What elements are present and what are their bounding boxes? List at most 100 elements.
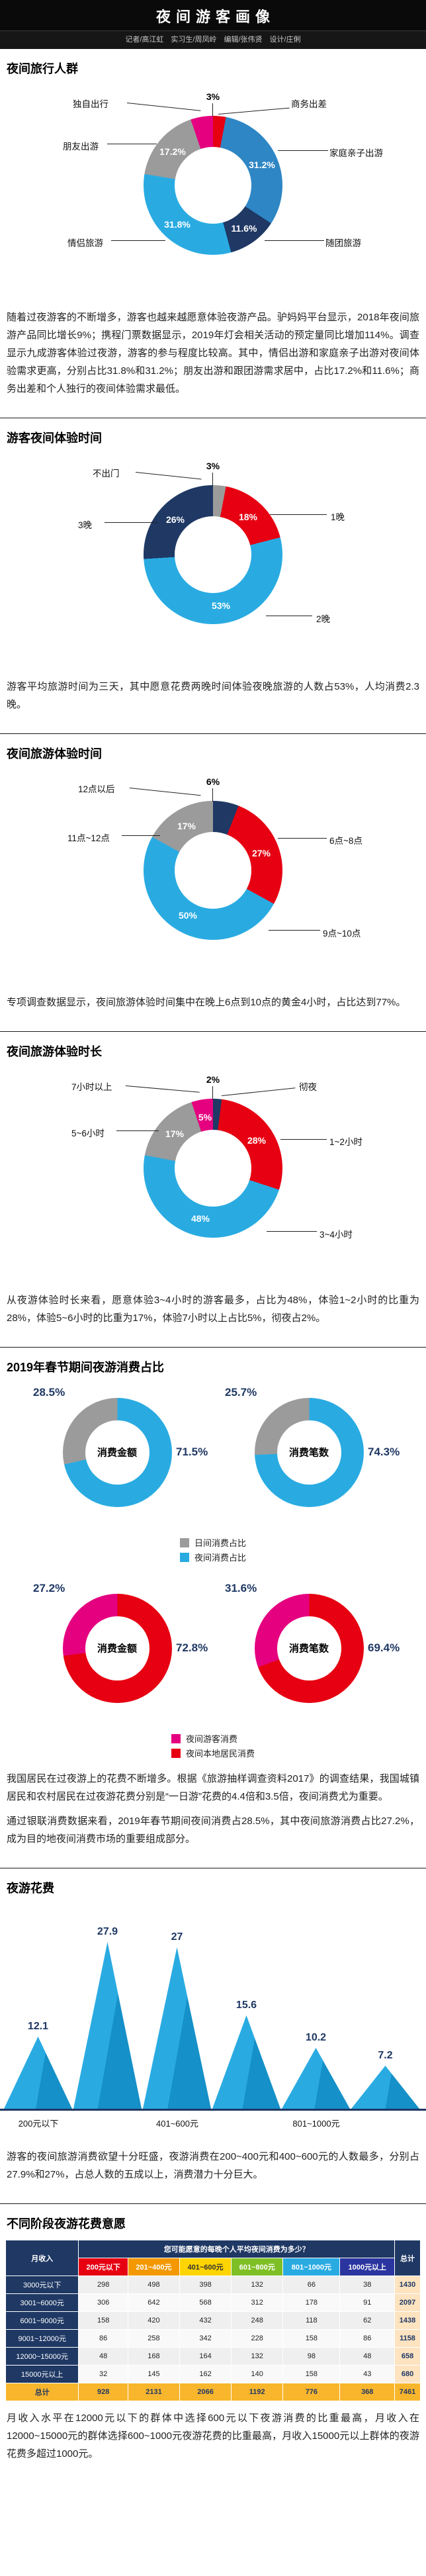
table-cell: 1192 [231, 2383, 284, 2401]
table-header-cell: 月收入 [5, 2240, 79, 2276]
table-cell: 118 [282, 2311, 341, 2330]
leader-line [105, 522, 157, 523]
leader-line [212, 103, 213, 116]
legend-label: 夜间本地居民消费 [185, 1749, 255, 1759]
legend-label: 日间消费占比 [194, 1538, 246, 1548]
table-cell: 158 [282, 2365, 341, 2383]
rings-row-tourist-local: 消费金额 27.2% 72.8% 消费笔数 31.6% 69.4% [0, 1574, 426, 1729]
legend-swatch-day [179, 1538, 189, 1547]
donut-nights [144, 485, 282, 624]
segment-pct: 31.8% [164, 219, 191, 230]
leader-line [111, 240, 165, 241]
segment-pct: 50% [178, 910, 198, 921]
body-text: 从夜游体验时长来看，愿意体验3~4小时的游客最多，占比为48%，体验1~2小时的… [7, 1295, 419, 1324]
ring-pct: 27.2% [33, 1582, 65, 1594]
ring-pct: 71.5% [176, 1446, 208, 1458]
leader-line [270, 514, 327, 515]
body-text: 通过银联消费数据来看，2019年春节期间夜间消费占28.5%，其中夜间旅游消费占… [7, 1816, 419, 1845]
section-title: 夜间旅游体验时长 [7, 1045, 102, 1058]
table-cell: 164 [179, 2347, 232, 2366]
ring-center-label: 消费笔数 [288, 1643, 329, 1655]
table-header-cell: 1000元以上 [339, 2258, 396, 2276]
peak-triangle [282, 2048, 350, 2109]
table-cell: 145 [127, 2365, 181, 2383]
section-nights: 游客夜间体验时间 3% 不出门 1晚 2晚 3晚 18% 53% 26% 游客平… [0, 418, 426, 733]
peak-value-label: 27 [171, 1931, 183, 1943]
donut-travel-groups [144, 116, 282, 255]
section-spending-table: 不同阶段夜游花费意愿 月收入 您可能愿意的每晚个人平均夜间消费为多少？ 总计 200元… [0, 2203, 426, 2483]
segment-label: 1~2小时 [329, 1137, 362, 1147]
ring-amount-tourist-local [63, 1594, 172, 1703]
body-text: 我国居民在过夜游上的花费不断增多。根据《旅游抽样调查资料2017》的调查结果，我… [7, 1773, 419, 1802]
peak-value-label: 15.6 [235, 2000, 257, 2011]
section-expense: 夜游花费 12.1 27.9 27 15.6 10.2 7.2 200元以下 401~60… [0, 1868, 426, 2203]
table-cell: 32 [78, 2365, 128, 2383]
leader-line [267, 1231, 317, 1232]
legend-item: 夜间游客消费 [171, 1732, 255, 1745]
table-cell: 568 [179, 2293, 232, 2312]
leader-line [116, 1130, 159, 1131]
row-total-cell: 1430 [394, 2276, 421, 2294]
segment-label: 随团旅游 [325, 238, 361, 248]
table-cell: 48 [339, 2347, 396, 2366]
table-cell: 140 [231, 2365, 284, 2383]
section-travel-groups: 夜间旅行人群 3% 独自出行 商务出差 朋友出游 家庭亲子出游 随团旅游 情侣旅… [0, 49, 426, 418]
table-cell: 432 [179, 2311, 232, 2330]
body-text: 月收入水平在12000元以下的群体中选择600元以下夜游消费的比重最高，月收入在… [7, 2413, 419, 2460]
segment-label: 7小时以上 [71, 1082, 112, 1092]
ring-center-label: 消费笔数 [288, 1447, 329, 1459]
leader-line [135, 472, 202, 480]
table-cell: 642 [127, 2293, 181, 2312]
table-cell: 168 [127, 2347, 181, 2366]
row-label-cell: 6001~9000元 [5, 2311, 79, 2330]
table-cell: 98 [282, 2347, 341, 2366]
segment-label: 2晚 [316, 614, 331, 624]
body-text: 专项调查数据显示，夜间旅游体验时间集中在晚上6点到10点的黄金4小时，占比达到7… [7, 997, 406, 1008]
expense-peak: 27.9 [73, 1926, 142, 2109]
leader-line [122, 835, 160, 836]
row-label-cell: 9001~12000元 [5, 2329, 79, 2348]
segment-pct: 53% [211, 600, 231, 611]
segment-pct: 5% [198, 1112, 212, 1123]
segment-pct: 2% [206, 1074, 220, 1085]
segment-label: 商务出差 [291, 99, 327, 109]
rings-row-daynight: 消费金额 28.5% 71.5% 消费笔数 25.7% 74.3% [0, 1378, 426, 1534]
segment-pct: 26% [165, 514, 185, 525]
segment-label: 家庭亲子出游 [329, 148, 383, 158]
peak-value-label: 7.2 [378, 2050, 393, 2061]
legend-tourist-local: 夜间游客消费 夜间本地居民消费 [171, 1732, 255, 1759]
row-label-cell: 3000元以下 [5, 2276, 79, 2294]
table-header-row: 月收入 您可能愿意的每晚个人平均夜间消费为多少？ 总计 [5, 2240, 421, 2276]
nights-donut-chart: 3% 不出门 1晚 2晚 3晚 18% 53% 26% [0, 449, 426, 674]
ring-count-tourist-local [255, 1594, 364, 1703]
row-label-cell: 3001~6000元 [5, 2293, 79, 2312]
table-header-row: 200元以下 201~400元 401~600元 601~800元 801~1000元 1… [6, 2258, 421, 2276]
row-total-cell: 2097 [394, 2293, 421, 2312]
spending-table: 月收入 您可能愿意的每晚个人平均夜间消费为多少？ 总计 200元以下 201~400元 4… [5, 2240, 421, 2401]
row-total-cell: 1158 [394, 2329, 421, 2348]
segment-label: 5~6小时 [71, 1128, 105, 1138]
x-axis-label: 401~600元 [156, 2119, 198, 2129]
table-row: 12000~15000元 48 168 164 132 98 48 658 [5, 2347, 421, 2366]
table-cell: 2066 [179, 2383, 232, 2401]
table-row: 3000元以下 298 498 398 132 66 38 1430 [5, 2276, 421, 2294]
ring-pct: 69.4% [368, 1641, 400, 1654]
peak-triangle [351, 2066, 419, 2109]
ring-pct: 28.5% [33, 1386, 65, 1399]
expense-chart: 12.1 27.9 27 15.6 10.2 7.2 200元以下 401~600元 80… [0, 1906, 426, 2144]
segment-label: 3晚 [78, 520, 93, 530]
page-title: 夜间游客画像 [155, 9, 275, 25]
segment-label: 彻夜 [299, 1082, 317, 1092]
section-night-time: 夜间旅游体验时间 6% 12点以后 6点~8点 9点~10点 11点~12点 2… [0, 733, 426, 1031]
table-cell: 86 [78, 2329, 128, 2348]
body-text: 随着过夜游客的不断增多，游客也越来越愿意体验夜游产品。驴妈妈平台显示，2018年… [7, 312, 419, 394]
body-text: 游客的夜间旅游消费欲望十分旺盛，夜游消费在200~400元和400~600元的人… [7, 2151, 419, 2180]
peak-triangle [212, 2015, 280, 2109]
table-row: 9001~12000元 86 258 342 228 158 86 1158 [5, 2329, 421, 2348]
section-consumption-share: 2019年春节期间夜游消费占比 消费金额 28.5% 71.5% 消费笔数 25… [0, 1347, 426, 1868]
legend-item: 夜间本地居民消费 [171, 1747, 255, 1759]
table-cell: 132 [231, 2347, 284, 2366]
table-header-cell: 您可能愿意的每晚个人平均夜间消费为多少？ [78, 2240, 396, 2258]
legend-swatch-tourist [171, 1733, 181, 1743]
